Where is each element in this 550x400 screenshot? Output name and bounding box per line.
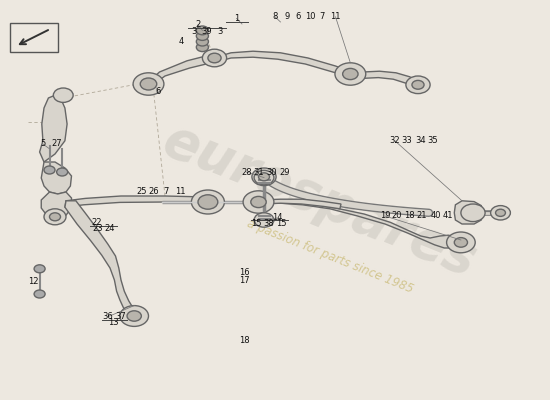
Text: 6: 6 [155,88,161,96]
Text: 15: 15 [276,219,287,228]
Circle shape [57,168,68,176]
Text: 24: 24 [104,224,116,233]
Text: 25: 25 [136,188,147,196]
Text: 34: 34 [415,136,426,145]
Circle shape [254,170,274,185]
Text: 37: 37 [115,312,126,321]
Text: 20: 20 [392,212,403,220]
Circle shape [127,311,141,321]
Text: 28: 28 [241,168,252,176]
Polygon shape [258,199,341,209]
Text: 32: 32 [389,136,400,145]
Circle shape [258,173,270,181]
Circle shape [202,49,227,67]
Circle shape [252,168,276,186]
Text: 27: 27 [51,140,62,148]
Circle shape [196,37,208,46]
Text: 2: 2 [195,20,201,29]
Circle shape [412,80,424,89]
Circle shape [50,213,60,221]
Polygon shape [148,55,217,85]
Text: 11: 11 [175,188,186,196]
Circle shape [406,76,430,94]
Text: 6: 6 [295,12,301,21]
Polygon shape [40,95,67,162]
Text: 7: 7 [163,188,169,196]
Circle shape [133,73,164,95]
Circle shape [196,43,208,52]
Text: 41: 41 [443,212,454,220]
Text: 17: 17 [239,276,250,285]
Circle shape [196,26,208,35]
Text: 22: 22 [91,218,102,227]
Polygon shape [454,201,483,224]
Text: 16: 16 [239,268,250,277]
Text: 36: 36 [102,312,113,321]
Text: 1: 1 [234,14,239,23]
Circle shape [496,209,505,216]
Text: 3: 3 [217,27,223,36]
Text: 38: 38 [263,219,274,228]
Circle shape [53,88,73,102]
Polygon shape [65,201,136,316]
Text: 23: 23 [92,224,103,233]
Text: 29: 29 [279,168,290,176]
Circle shape [461,204,485,222]
Text: 26: 26 [148,188,159,196]
Circle shape [34,290,45,298]
Circle shape [198,195,218,209]
Text: 7: 7 [320,12,325,21]
Circle shape [243,191,274,213]
Text: 11: 11 [330,12,341,21]
Circle shape [44,166,55,174]
Circle shape [34,265,45,273]
Circle shape [447,232,475,253]
Text: 30: 30 [266,168,277,176]
Text: 35: 35 [427,136,438,145]
Bar [10,23,58,52]
Polygon shape [216,51,349,76]
Text: 8: 8 [272,12,278,21]
Text: 31: 31 [254,168,265,176]
Circle shape [44,209,66,225]
Circle shape [196,32,208,40]
Circle shape [191,190,224,214]
Text: 5: 5 [40,140,46,148]
Circle shape [254,213,274,227]
Circle shape [140,78,157,90]
Text: 4: 4 [179,38,184,46]
Text: 19: 19 [379,212,390,220]
Circle shape [454,238,467,247]
Text: 14: 14 [272,214,283,222]
Polygon shape [41,162,72,194]
Text: a passion for parts since 1985: a passion for parts since 1985 [245,216,415,296]
Text: 21: 21 [416,212,427,220]
Text: 39: 39 [201,27,212,36]
Text: eurospares: eurospares [155,114,483,286]
Text: 18: 18 [239,336,250,345]
Circle shape [491,206,510,220]
Polygon shape [41,192,72,218]
Text: 9: 9 [284,12,290,21]
Circle shape [208,53,221,63]
Text: 10: 10 [305,12,316,21]
Circle shape [251,196,266,208]
Circle shape [120,306,148,326]
Text: 40: 40 [431,212,442,220]
Text: 3: 3 [191,27,196,36]
Text: 12: 12 [28,278,38,286]
Text: 18: 18 [404,212,415,220]
Polygon shape [65,196,209,207]
Circle shape [335,63,366,85]
Text: 15: 15 [251,219,262,228]
Text: 13: 13 [108,318,119,327]
Circle shape [343,68,358,80]
Text: 33: 33 [402,136,412,145]
Polygon shape [349,71,418,87]
Polygon shape [258,200,461,248]
